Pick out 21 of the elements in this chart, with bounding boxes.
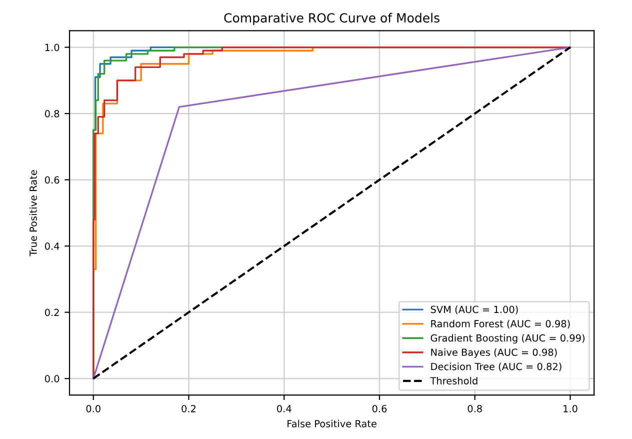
legend-label: Gradient Boosting (AUC = 0.99) bbox=[430, 334, 584, 344]
legend-label: SVM (AUC = 1.00) bbox=[430, 306, 518, 314]
y-tick-label: 0.0 bbox=[44, 375, 60, 382]
y-tick-label: 1.0 bbox=[45, 44, 60, 52]
x-axis-title: False Positive Rate bbox=[288, 420, 376, 428]
chart-title: Comparative ROC Curve of Models bbox=[224, 12, 440, 25]
x-tick-label: 1.0 bbox=[564, 404, 578, 412]
y-tick-label: 0.2 bbox=[44, 308, 59, 316]
y-tick-label: 0.8 bbox=[44, 110, 60, 118]
x-tick-label: 0.2 bbox=[182, 404, 196, 412]
x-tick-label: 0.6 bbox=[372, 404, 387, 412]
legend-label: Decision Tree (AUC = 0.82) bbox=[431, 362, 562, 372]
legend-label: Random Forest (AUC = 0.98) bbox=[431, 320, 570, 329]
x-tick-label: 0.0 bbox=[86, 404, 100, 412]
y-tick-label: 0.6 bbox=[44, 176, 60, 184]
y-axis-title: True Positive Rate bbox=[29, 170, 37, 256]
legend-label: Threshold bbox=[430, 376, 478, 384]
x-tick-label: 0.4 bbox=[277, 404, 292, 412]
y-tick-label: 0.4 bbox=[44, 242, 60, 250]
x-tick-label: 0.8 bbox=[468, 404, 482, 412]
legend-label: Naive Bayes (AUC = 0.98) bbox=[431, 348, 557, 358]
